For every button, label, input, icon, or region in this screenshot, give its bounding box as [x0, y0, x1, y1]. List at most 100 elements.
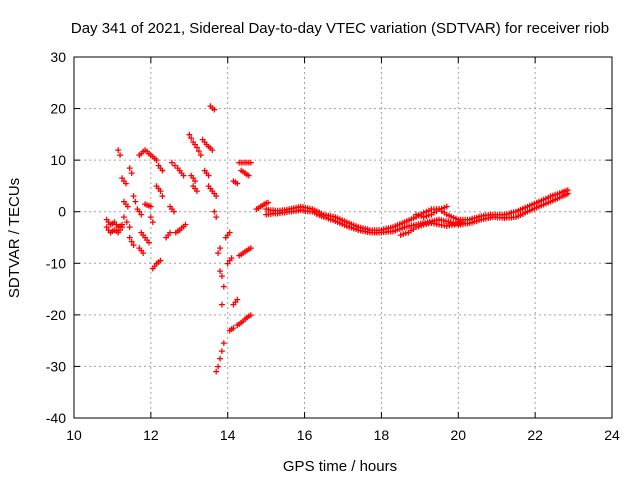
data-point: + — [119, 218, 126, 231]
data-point: + — [341, 219, 348, 232]
data-point: + — [559, 190, 566, 203]
data-point: + — [302, 201, 309, 214]
data-point: + — [561, 185, 568, 198]
data-point: + — [226, 324, 233, 337]
data-point: + — [159, 190, 166, 203]
data-point: + — [109, 225, 116, 238]
data-point: + — [149, 150, 156, 163]
data-point: + — [105, 216, 112, 229]
data-point: + — [480, 212, 487, 225]
data-point: + — [529, 198, 536, 211]
data-point: + — [364, 225, 371, 238]
data-point: + — [327, 209, 334, 222]
data-point: + — [165, 228, 172, 241]
x-tick-label: 22 — [527, 427, 543, 443]
data-point: + — [142, 197, 149, 210]
data-point: + — [357, 224, 364, 237]
data-point: + — [140, 246, 147, 259]
data-point: + — [126, 161, 133, 174]
data-point: + — [309, 203, 316, 216]
data-point: + — [556, 191, 563, 204]
data-point: + — [447, 216, 454, 229]
data-point: + — [426, 204, 433, 217]
data-point: + — [309, 205, 316, 218]
data-point: + — [117, 223, 124, 236]
y-tick-label: 20 — [50, 101, 66, 117]
data-point: + — [211, 103, 218, 116]
data-point: + — [240, 246, 247, 259]
data-point: + — [332, 214, 339, 227]
y-tick-label: 10 — [50, 152, 66, 168]
data-point: + — [121, 195, 128, 208]
data-point: + — [124, 216, 131, 229]
data-point: + — [190, 136, 197, 149]
data-point: + — [346, 217, 353, 230]
data-point: + — [159, 164, 166, 177]
data-point: + — [446, 219, 453, 232]
data-point: + — [464, 217, 471, 230]
data-point: + — [192, 174, 199, 187]
data-point: + — [550, 194, 557, 207]
data-point: + — [473, 214, 480, 227]
data-point: + — [344, 220, 351, 233]
data-point: + — [244, 156, 251, 169]
data-point: + — [473, 211, 480, 224]
x-tick-label: 10 — [66, 427, 82, 443]
data-point: + — [467, 213, 474, 226]
data-point: + — [138, 208, 145, 221]
y-tick-label: 0 — [58, 204, 66, 220]
data-point: + — [261, 197, 268, 210]
data-point: + — [403, 220, 410, 233]
data-point: + — [426, 217, 433, 230]
data-point: + — [436, 203, 443, 216]
data-point: + — [316, 208, 323, 221]
data-point: + — [418, 219, 425, 232]
data-point: + — [494, 211, 501, 224]
data-point: + — [371, 226, 378, 239]
data-point: + — [201, 136, 208, 149]
data-point: + — [144, 198, 151, 211]
data-point: + — [431, 214, 438, 227]
data-point: + — [390, 221, 397, 234]
data-point: + — [397, 222, 404, 235]
data-point: + — [230, 174, 237, 187]
data-point: + — [397, 228, 404, 241]
data-point: + — [105, 223, 112, 236]
data-point: + — [334, 216, 341, 229]
data-point: + — [492, 211, 499, 224]
data-point: + — [499, 208, 506, 221]
data-point: + — [238, 156, 245, 169]
data-point: + — [265, 196, 272, 209]
data-point: + — [230, 321, 237, 334]
data-point: + — [367, 226, 374, 239]
data-point: + — [314, 207, 321, 220]
data-point: + — [441, 219, 448, 232]
data-point: + — [538, 199, 545, 212]
data-point: + — [178, 167, 185, 180]
data-point: + — [167, 226, 174, 239]
data-point: + — [413, 210, 420, 223]
data-point: + — [476, 210, 483, 223]
data-point: + — [369, 223, 376, 236]
data-point: + — [408, 212, 415, 225]
data-point: + — [295, 201, 302, 214]
data-point: + — [244, 311, 251, 324]
data-point: + — [346, 220, 353, 233]
data-point: + — [307, 202, 314, 215]
data-point: + — [323, 211, 330, 224]
data-point: + — [172, 159, 179, 172]
data-point: + — [485, 211, 492, 224]
data-point: + — [483, 212, 490, 225]
data-point: + — [311, 206, 318, 219]
data-point: + — [130, 239, 137, 252]
data-point: + — [438, 219, 445, 232]
data-point: + — [501, 208, 508, 221]
data-point: + — [247, 241, 254, 254]
data-point: + — [219, 344, 226, 357]
data-point: + — [171, 205, 178, 218]
data-point: + — [279, 206, 286, 219]
data-point: + — [211, 205, 218, 218]
y-tick-label: -30 — [46, 358, 66, 374]
data-point: + — [316, 206, 323, 219]
data-point: + — [401, 221, 408, 234]
